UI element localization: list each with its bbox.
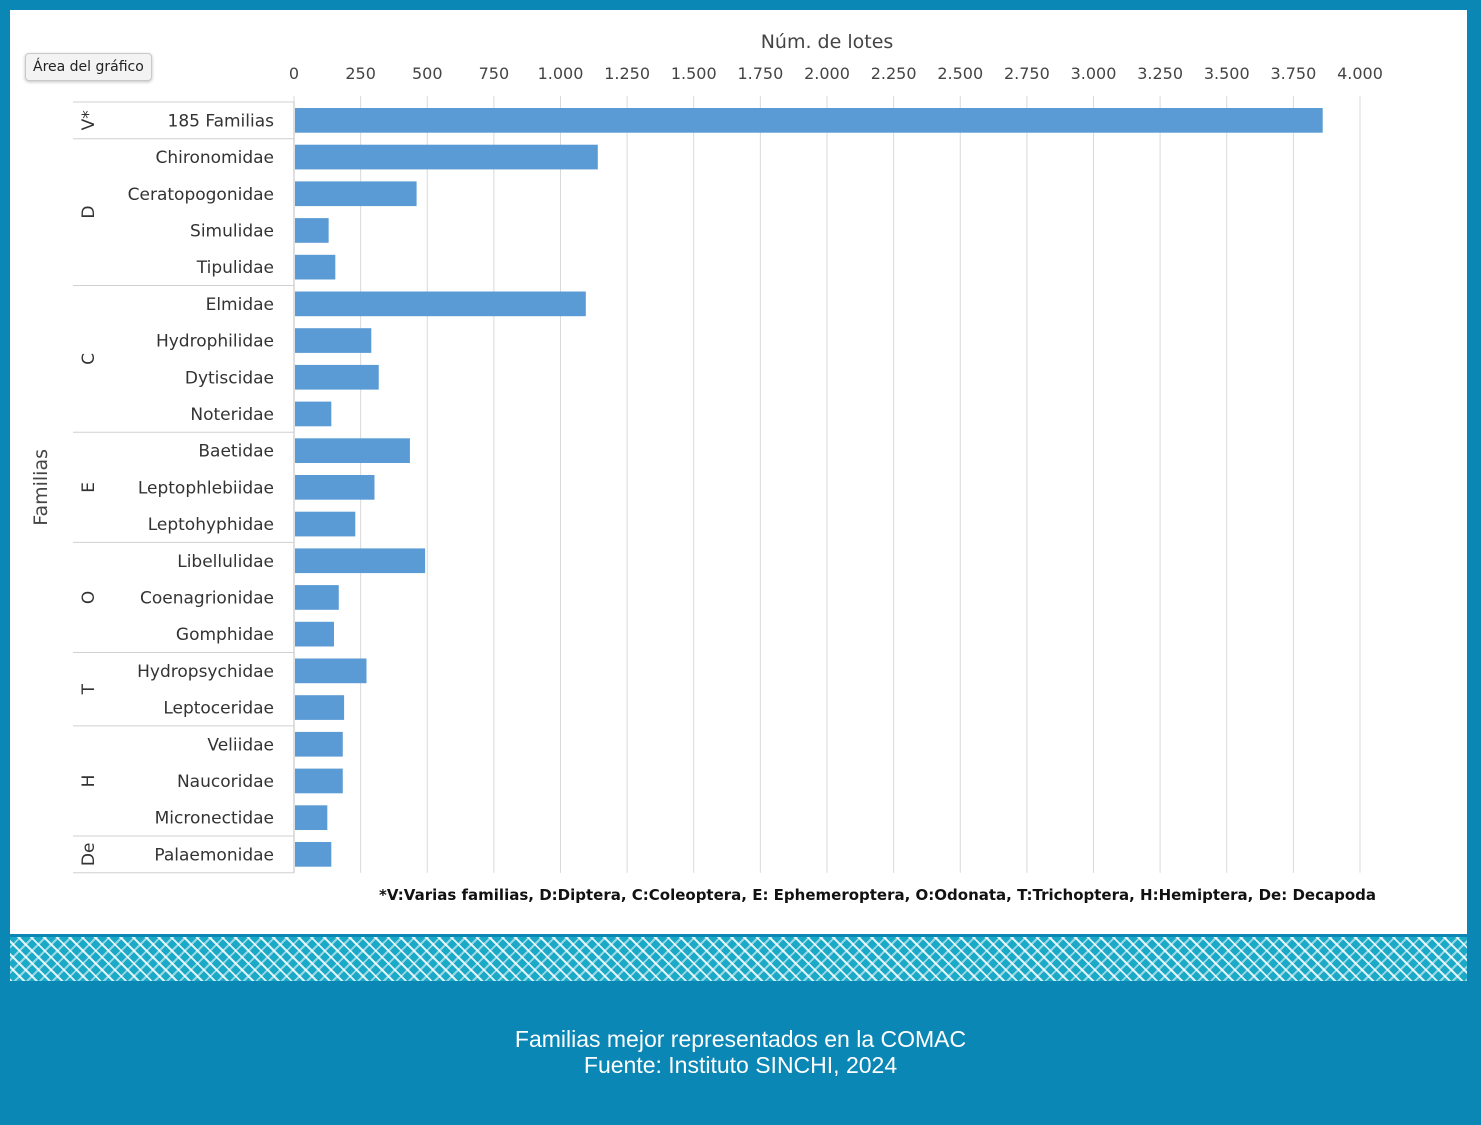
category-label: Leptoceridae <box>163 699 274 719</box>
group-label: H <box>79 775 99 788</box>
bar <box>295 108 1323 133</box>
category-label: Gomphidae <box>176 625 274 645</box>
category-label: Micronectidae <box>155 809 274 829</box>
category-label: Simulidae <box>190 221 274 241</box>
bar <box>295 768 343 794</box>
category-label: Libellulidae <box>177 552 274 572</box>
bar <box>295 181 417 207</box>
x-tick-label: 2.000 <box>804 64 850 83</box>
x-tick-label: 2.500 <box>937 64 983 83</box>
category-label: Dytiscidae <box>185 368 274 388</box>
x-tick-label: 500 <box>412 64 443 83</box>
bar <box>295 658 367 684</box>
category-label: Hydrophilidae <box>156 332 274 352</box>
group-label: T <box>79 683 99 695</box>
group-label: C <box>79 353 99 365</box>
figure-caption: Familias mejor representados en la COMAC… <box>0 1026 1481 1078</box>
chart-frame: Área del gráfico Núm. de lotes 0 250 500 750… <box>10 10 1467 934</box>
category-label: Veliidae <box>207 735 274 755</box>
decorative-pattern-band <box>10 934 1467 981</box>
x-tick-label: 750 <box>479 64 510 83</box>
chart-area-tooltip: Área del gráfico <box>25 53 152 81</box>
category-label: Baetidae <box>198 442 274 462</box>
group-label: E <box>79 482 99 493</box>
group-label: O <box>79 591 99 604</box>
x-tick-label: 0 <box>289 64 299 83</box>
category-label: Palaemonidae <box>154 845 274 865</box>
bar <box>295 401 332 427</box>
caption-title: Familias mejor representados en la COMAC <box>514 1026 967 1052</box>
bar <box>295 291 586 317</box>
bar <box>295 475 375 500</box>
x-tick-label: 3.750 <box>1270 64 1316 83</box>
category-label: Leptohyphidae <box>148 515 274 535</box>
bar <box>295 805 328 830</box>
x-tick-label: 4.000 <box>1337 64 1383 83</box>
category-label: Ceratopogonidae <box>128 185 274 205</box>
y-axis-title: Familias <box>30 449 52 526</box>
bar <box>295 364 379 390</box>
x-tick-label: 3.500 <box>1204 64 1250 83</box>
bar <box>295 731 343 757</box>
bar <box>295 144 598 170</box>
group-label: D <box>79 206 99 219</box>
bar <box>295 511 356 537</box>
category-label: 185 Familias <box>168 111 275 131</box>
category-label: Coenagrionidae <box>140 588 274 608</box>
chart-footnote: *V:Varias familias, D:Diptera, C:Coleopt… <box>379 886 1376 904</box>
bar <box>295 218 329 243</box>
x-tick-label: 1.500 <box>671 64 717 83</box>
bar <box>295 695 345 720</box>
bar <box>295 548 426 574</box>
category-label: Elmidae <box>206 295 274 315</box>
category-label: Tipulidae <box>196 258 274 278</box>
bar <box>295 254 336 280</box>
x-tick-label: 1.000 <box>538 64 584 83</box>
x-tick-label: 3.250 <box>1137 64 1183 83</box>
x-tick-label: 250 <box>345 64 376 83</box>
group-label: De <box>79 843 99 867</box>
category-label: Naucoridae <box>177 772 274 792</box>
x-tick-label: 2.250 <box>871 64 917 83</box>
bar <box>295 585 339 610</box>
x-tick-label: 3.000 <box>1071 64 1117 83</box>
group-label: V* <box>79 110 99 130</box>
bar <box>295 438 410 463</box>
category-label: Leptophlebiidae <box>138 478 274 498</box>
caption-source: Fuente: Instituto SINCHI, 2024 <box>583 1052 898 1078</box>
bar <box>295 328 372 353</box>
bar <box>295 842 332 867</box>
category-label: Noteridae <box>190 405 274 425</box>
x-tick-label: 1.250 <box>604 64 650 83</box>
x-tick-label: 1.750 <box>737 64 783 83</box>
bar-chart[interactable]: Núm. de lotes 0 250 500 750 1.000 1.250 1.500 1.… <box>10 10 1467 934</box>
bar <box>295 621 334 647</box>
category-label: Chironomidae <box>155 148 274 168</box>
x-tick-label: 2.750 <box>1004 64 1050 83</box>
category-label: Hydropsychidae <box>137 662 274 682</box>
x-axis-title: Núm. de lotes <box>761 31 894 53</box>
